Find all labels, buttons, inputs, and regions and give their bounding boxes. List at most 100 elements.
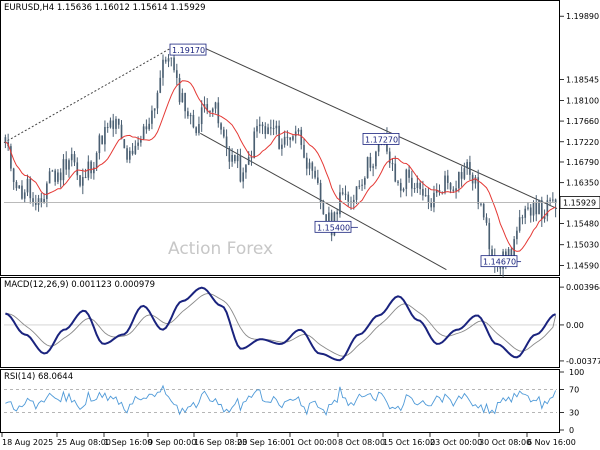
candle-body [57,172,59,182]
candle-body [245,164,247,173]
level-label-box [362,133,400,145]
time-tick-label: 18 Aug 2025 [2,438,53,447]
candle-body [546,200,549,217]
candle-body [228,147,231,162]
candle-body [435,190,438,193]
current-price-box [559,196,600,209]
candle-body [524,208,527,218]
candle-body [211,108,214,112]
candle-body [142,126,145,140]
time-axis: 18 Aug 2025 25 Aug 08:001 Sep 16:009 Sep … [1,433,576,447]
price-tick-label: 1.18100 [566,96,599,105]
candle-body [532,202,535,216]
candle-body [73,154,76,163]
candle-body [294,131,297,137]
candle-body [283,136,286,145]
candle-body [366,157,369,179]
rsi-tick-label: 70 [569,385,579,394]
candle-body [308,162,311,169]
rsi-panel [0,369,560,433]
candle-body [336,212,339,215]
candle-body [76,162,79,176]
candle-body [341,192,344,194]
candle-body [322,202,325,215]
candle-body [21,185,23,199]
candle-body [145,126,148,130]
candle-body [458,172,460,189]
candle-body [325,214,327,224]
price-tick-label: 1.15480 [566,220,599,229]
candle-body [54,170,56,182]
time-tick-label: 23 Sep 16:00 [237,438,290,447]
candle-body [455,188,457,191]
time-tick-label: 23 Oct 00:00 [430,438,482,447]
candle-body [300,129,303,145]
candle-body [377,143,380,152]
level-label-box [480,255,518,268]
time-tick-label: 15 Oct 16:00 [383,438,435,447]
macd-lines [4,286,557,362]
candle-body [184,92,186,112]
time-tick-label: 1 Sep 16:00 [104,438,152,447]
candle-body [126,148,128,160]
price-tick-label: 1.19890 [566,12,599,21]
rsi-line [5,384,557,417]
candle-body [438,190,441,193]
candle-body [234,154,236,162]
candle-body [90,161,92,174]
candle-body [281,144,283,149]
candle-body [552,199,554,201]
time-tick-label: 16 Sep 08:00 [194,438,247,447]
candle-body [148,123,150,130]
moving-average [5,80,556,252]
time-tick-label: 6 Nov 16:00 [527,438,576,447]
current-price-label: 1.15929 [563,198,596,207]
candle-body [187,111,189,117]
macd-tick-label: 0.00 [566,321,584,330]
candle-body [314,170,316,178]
rsi-lines [4,384,557,417]
level-label: 1.15400 [317,223,350,232]
candle-body [79,175,81,186]
candle-body [518,217,521,231]
candle-body [272,128,275,130]
candle-body [93,167,95,174]
candle-body [117,118,120,125]
candle-body [112,120,115,129]
price-tick-label: 1.17220 [566,138,599,147]
candle-body [26,178,29,193]
candle-body [529,207,532,216]
candle-body [131,150,134,154]
price-tick-label: 1.16790 [566,158,599,167]
candle-body [167,58,170,62]
candle-body [289,137,292,140]
rsi-tick-label: 0 [569,426,574,435]
candle-body [388,151,391,164]
candle-body [264,126,267,134]
candle-body [214,102,217,109]
candle-body [203,104,206,108]
candle-body [554,199,557,203]
time-tick-label: 25 Aug 08:00 [57,438,111,447]
time-tick-label: 30 Oct 08:00 [479,438,531,447]
candle-body [239,155,242,182]
candle-body [328,212,330,224]
candle-body [242,172,245,182]
macd-panel [0,277,560,368]
candle-body [153,108,156,111]
candle-body [477,177,480,204]
candle-body [250,157,253,159]
candle-body [491,249,493,256]
candle-body [347,194,350,202]
macd-header: MACD(12,26,9) 0.001123 0.000979 [4,280,156,290]
candle-body [397,181,399,183]
candle-body [391,163,394,165]
candle-body [84,176,87,178]
candle-body [352,199,355,203]
candle-body [192,114,195,128]
candle-body [231,154,233,162]
candle-body [474,177,477,184]
candle-body [269,127,272,129]
candle-body [236,155,239,162]
